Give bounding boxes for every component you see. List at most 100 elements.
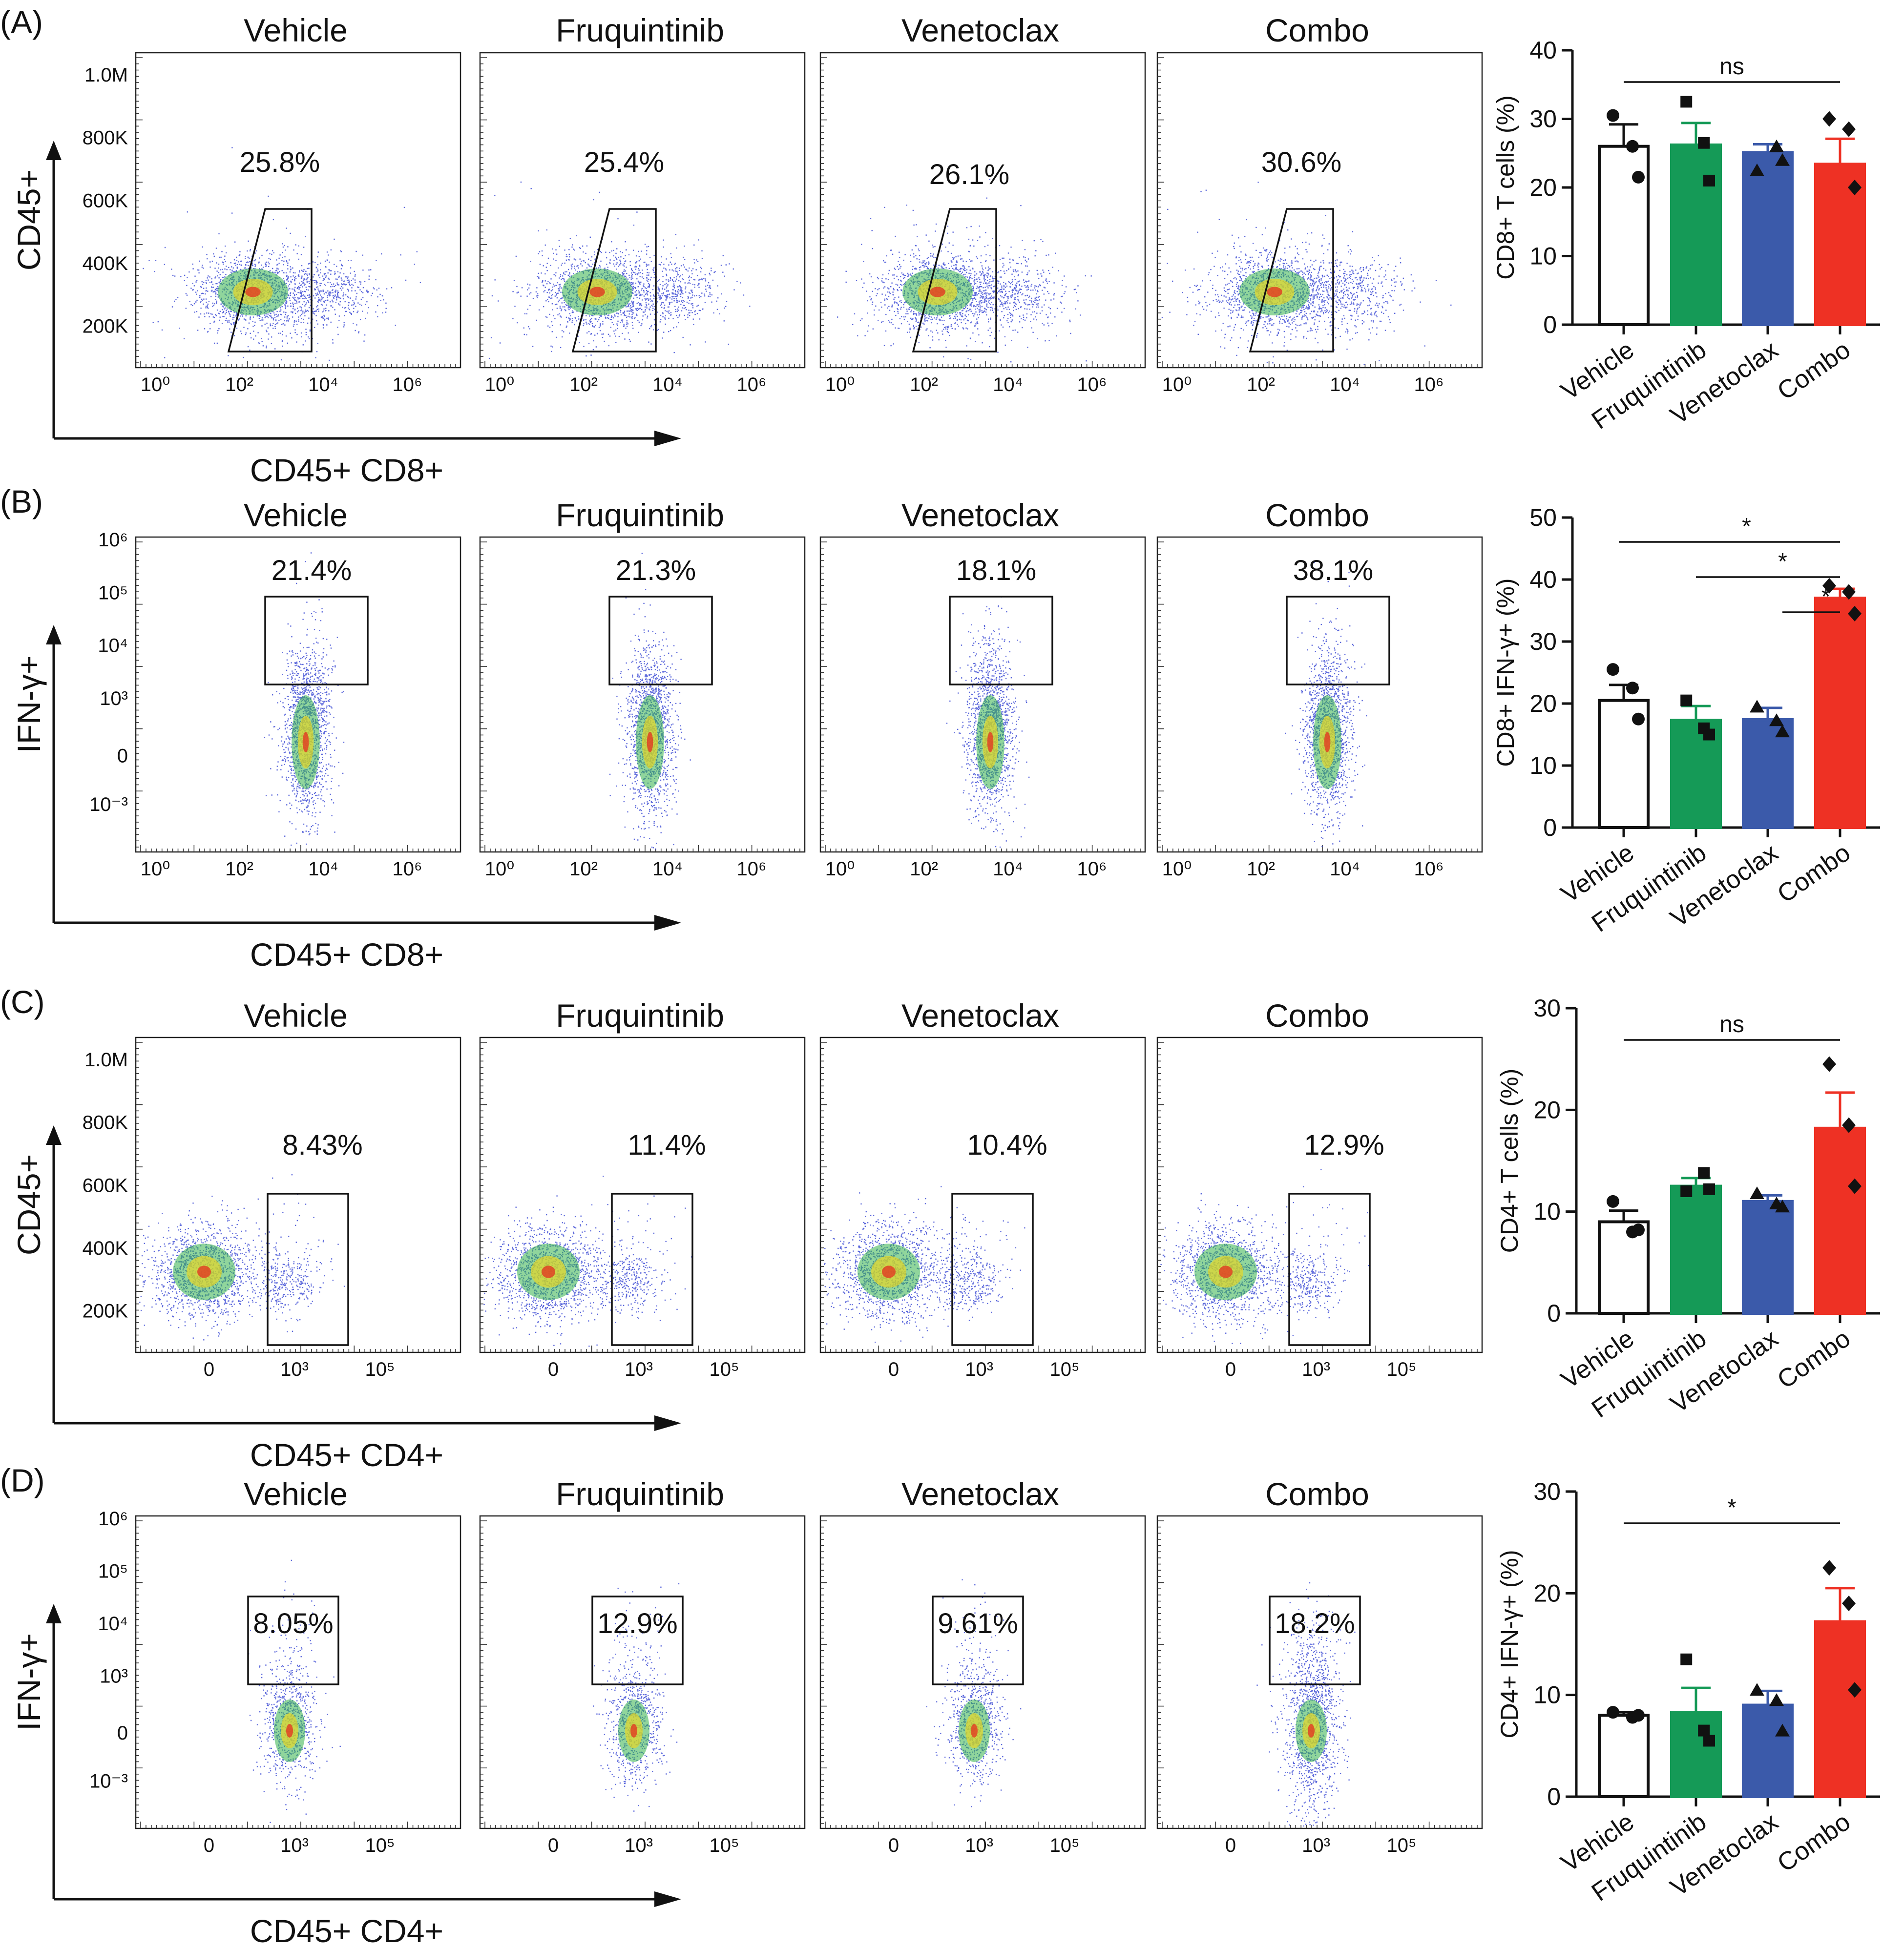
group-title: Venetoclax xyxy=(901,12,1059,48)
x-tick-label: 10² xyxy=(569,858,598,880)
x-tick-label: 10² xyxy=(1247,374,1275,395)
bar-y-tick-label: 50 xyxy=(1529,504,1557,531)
data-point-diamond xyxy=(1842,1596,1856,1612)
bar-venetoclax xyxy=(1742,1200,1794,1315)
y-tick-label: 600K xyxy=(83,1175,128,1196)
y-tick-label: 400K xyxy=(83,253,128,274)
x-tick-label: 10⁵ xyxy=(709,1359,739,1380)
data-point-circle xyxy=(1632,1223,1645,1237)
data-point-square xyxy=(1680,1653,1693,1665)
data-point-triangle xyxy=(1750,1186,1764,1200)
data-point-diamond xyxy=(1842,584,1856,600)
axis-minor-ticks xyxy=(820,57,1141,368)
flow-plot-venetoclax: Venetoclax 0 10³ 10⁵ 9.61% xyxy=(819,1476,1146,1856)
data-point-diamond xyxy=(1848,1682,1862,1698)
group-title: Fruquintinib xyxy=(556,12,724,48)
x-tick-label: 10⁵ xyxy=(709,1835,739,1856)
x-tick-label: 10⁰ xyxy=(825,374,855,395)
plot-frame xyxy=(479,536,806,853)
plot-frame xyxy=(819,52,1146,369)
bar-y-axis-title: CD4+ T cells (%) xyxy=(1496,1069,1523,1253)
x-axis-arrowhead xyxy=(654,915,681,931)
density-red xyxy=(1219,1265,1233,1278)
bar-y-axis-title: CD8+ IFN-γ+ (%) xyxy=(1492,578,1519,767)
plot-frame xyxy=(135,52,461,369)
axis-minor-ticks xyxy=(1157,57,1478,368)
flow-plot-fruquintinib: Fruquintinib 0 10³ 10⁵ 12.9% xyxy=(479,1476,806,1856)
bar-combo xyxy=(1814,1620,1866,1799)
axis-minor-ticks xyxy=(136,1042,456,1352)
x-tick-label: 10² xyxy=(910,374,938,395)
x-axis-title: CD45+ CD4+ xyxy=(250,1437,443,1473)
x-tick-label: 10² xyxy=(910,858,938,880)
bar-vehicle xyxy=(1598,1220,1650,1315)
significance-label: * xyxy=(1727,1495,1737,1521)
x-tick-label: 10⁵ xyxy=(365,1359,395,1380)
group-title: Fruquintinib xyxy=(556,1476,724,1512)
x-tick-label: 10³ xyxy=(280,1359,309,1380)
gate-percentage: 12.9% xyxy=(1304,1129,1384,1161)
data-point-triangle xyxy=(1769,139,1784,152)
group-title: Vehicle xyxy=(244,997,348,1034)
bar-y-tick-label: 10 xyxy=(1529,752,1557,779)
data-point-circle xyxy=(1607,109,1619,122)
x-tick-label: 10³ xyxy=(1302,1359,1330,1380)
flow-plot-combo: Combo 10⁰ 10² 10⁴ 10⁶ 30.6% xyxy=(1156,12,1483,395)
flow-plot-venetoclax: Venetoclax 10⁰ 10² 10⁴ 10⁶ 18.1% xyxy=(819,497,1146,880)
y-tick-label: 0 xyxy=(117,745,128,767)
group-title: Vehicle xyxy=(244,497,348,533)
gate-percentage: 25.4% xyxy=(584,146,664,178)
x-axis-arrowhead xyxy=(654,1415,681,1431)
flow-row-3: (D) IFN-γ+ CD45+ CD4+ 10⁶ 10⁵ 10⁴ 10³ 0 10⁻³ Vehi… xyxy=(0,1462,1483,1949)
scatter-dots-blue xyxy=(483,1176,692,1347)
bar-y-tick-label: 30 xyxy=(1533,1478,1561,1505)
density-red xyxy=(1267,287,1282,297)
plot-frame xyxy=(135,1515,461,1829)
data-point-triangle xyxy=(1775,1723,1790,1737)
data-point-diamond xyxy=(1822,1560,1836,1576)
data-point-square xyxy=(1680,1185,1693,1197)
x-tick-label: 10⁶ xyxy=(1077,374,1107,395)
gate-percentage: 10.4% xyxy=(967,1129,1047,1161)
scatter-dots-blue xyxy=(1160,1169,1369,1344)
scatter-dots-blue xyxy=(593,1583,680,1812)
data-point-square xyxy=(1698,1167,1710,1179)
data-point-circle xyxy=(1607,1195,1619,1208)
gate-percentage: 21.4% xyxy=(272,555,352,586)
bar-fruquintinib xyxy=(1670,1711,1722,1798)
x-tick-label: 10⁰ xyxy=(141,858,170,880)
data-point-triangle xyxy=(1775,725,1790,738)
x-tick-label: 10³ xyxy=(965,1835,993,1856)
flow-cytometry-panels: (A) CD45+ CD45+ CD8+ 1.0M 800K 600K 400K 200K Ve… xyxy=(0,4,1483,1949)
x-tick-label: 10⁴ xyxy=(308,858,338,880)
y-axis-title: CD45+ xyxy=(11,169,47,270)
axis-minor-ticks xyxy=(820,1042,1141,1352)
axis-minor-ticks xyxy=(820,541,1141,852)
density-red xyxy=(286,1724,293,1738)
group-title: Vehicle xyxy=(244,12,348,48)
bar-y-tick-label: 20 xyxy=(1533,1579,1561,1607)
bar-fruquintinib xyxy=(1670,1184,1722,1315)
gate-percentage: 18.1% xyxy=(956,555,1036,586)
plot-frame xyxy=(819,1037,1146,1353)
x-tick-label: 10³ xyxy=(280,1835,309,1856)
density-red xyxy=(1308,1724,1315,1738)
axis-minor-ticks xyxy=(136,57,456,368)
data-point-square xyxy=(1680,96,1693,108)
group-title: Combo xyxy=(1265,497,1369,533)
data-point-triangle xyxy=(1750,1683,1764,1696)
plot-frame xyxy=(479,1037,806,1353)
x-tick-label: 10⁴ xyxy=(993,374,1023,395)
y-tick-label: 10⁵ xyxy=(98,1561,128,1582)
x-tick-label: 10³ xyxy=(625,1359,653,1380)
group-title: Fruquintinib xyxy=(556,997,724,1034)
x-tick-label: 0 xyxy=(1225,1359,1236,1380)
y-axis-arrowhead xyxy=(46,141,62,160)
x-tick-label: 0 xyxy=(548,1359,559,1380)
panel-label: (A) xyxy=(0,4,43,40)
bar-combo xyxy=(1814,597,1866,829)
plot-frame xyxy=(1156,1037,1483,1353)
x-tick-label: 0 xyxy=(1225,1835,1236,1856)
